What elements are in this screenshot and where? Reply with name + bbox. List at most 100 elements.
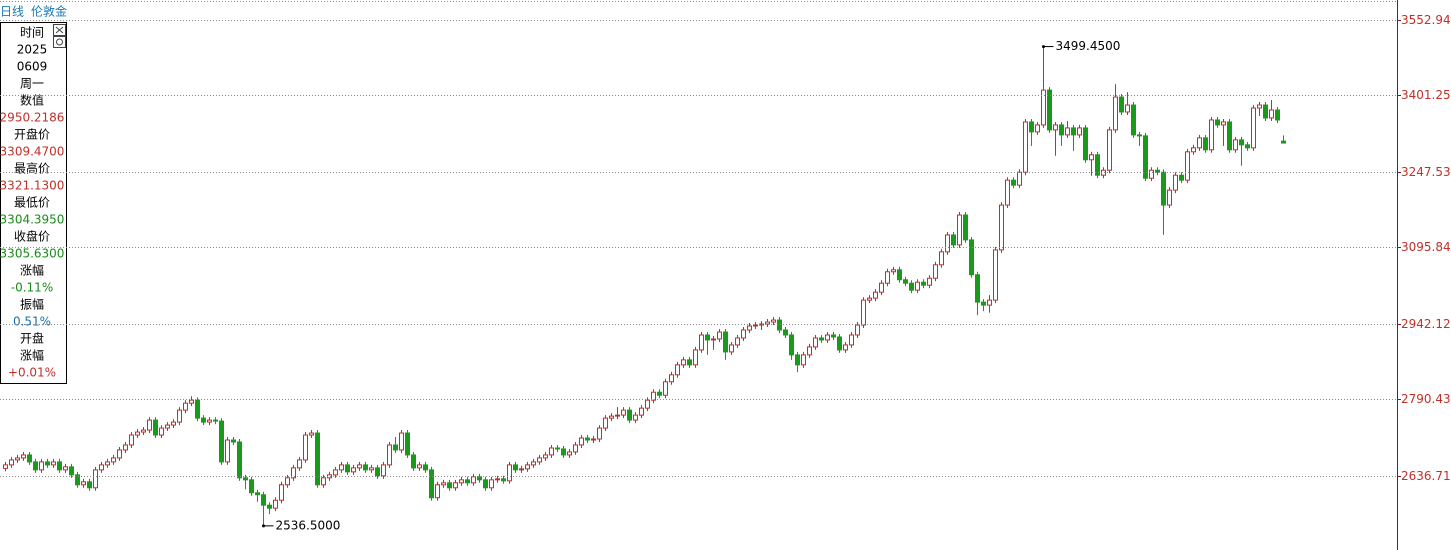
info-panel-text: 2025 [17,43,48,57]
candle-body [1083,127,1088,161]
candle-body [573,444,578,453]
candle-body [1071,127,1076,136]
candle-body [1197,137,1202,149]
info-panel-text: 3305.6300 [0,247,64,261]
candle-body [303,434,308,461]
candle-body [1209,119,1214,151]
y-tick-label: 2942.128 [1401,317,1451,331]
candle-body [141,429,146,433]
candle-body [147,419,152,431]
candle-body [45,461,50,466]
candle-body [1257,104,1262,109]
candle-body [615,414,620,417]
candle-body [237,441,242,479]
candle-body [1221,121,1226,126]
candle-body [255,492,260,496]
candle-body [1185,151,1190,181]
candle-body [591,438,596,441]
candle-body [105,461,110,466]
info-panel-text: 周一 [20,77,44,91]
candle-body [669,374,674,383]
candle-body [687,359,692,366]
candle-body [63,466,68,471]
y-tick-label: 2636.718 [1401,469,1451,483]
candle-body [1233,139,1238,151]
candle-body [93,469,98,489]
candle-body [1059,124,1064,136]
candle-body [975,274,980,303]
candle-body [225,439,230,463]
candle-body [27,454,32,463]
candle-body [861,299,866,326]
candle-body [993,249,998,301]
candle-body [129,434,134,446]
candle-body [603,417,608,429]
candle-body [807,346,812,356]
candle-body [915,281,920,291]
candle-body [369,467,374,471]
settings-button[interactable] [53,36,66,48]
candle-body [1065,127,1070,136]
candle-body [549,447,554,456]
candle-body [621,409,626,416]
candle-body [267,504,272,509]
candle-body [243,477,248,481]
candle-body [9,459,14,466]
candle-body [339,464,344,471]
candle-body [555,447,560,450]
candle-body [525,464,530,470]
candle-body [645,399,650,409]
candle-body [825,334,830,341]
candle-body [855,324,860,336]
candle-body [1167,189,1172,206]
info-panel-text: 3304.3950 [0,213,64,227]
candle-body [57,461,62,471]
candle-body [1113,96,1118,131]
max-label: 3499.4500 [1056,39,1121,53]
info-panel-text: 2950.2186 [0,111,64,125]
candle-body [315,432,320,486]
candle-body [651,391,656,401]
candle-body [495,478,500,481]
candle-body [717,331,722,340]
candle-body [1089,154,1094,161]
candle-body [945,234,950,253]
candle-body [1227,121,1232,151]
info-panel-text: 振幅 [20,297,44,312]
candle-body [501,478,506,482]
candle-body [441,482,446,486]
candle-body [699,334,704,351]
candle-body [801,354,806,366]
candle-body [1251,107,1256,149]
candle-body [165,424,170,429]
candle-body [351,467,356,473]
candle-body [639,407,644,416]
candle-body [909,282,914,291]
info-panel-text: 0609 [17,60,48,74]
candle-body [1005,179,1010,206]
candle-body [189,399,194,404]
candle-body [1053,124,1058,131]
candle-body [675,364,680,376]
candle-body [843,344,848,351]
candle-body [1275,109,1280,121]
y-tick-label: 3247.537 [1401,165,1451,179]
candle-body [219,420,224,463]
candle-body [849,334,854,346]
candle-body [1047,89,1052,131]
candle-body [483,479,488,489]
candle-body [1011,179,1016,186]
info-panel-text: 收盘价 [14,229,50,244]
info-panel-text: +0.01% [8,366,56,380]
candle-body [363,464,368,471]
candle-body [747,325,752,331]
candle-body [579,437,584,446]
candle-body [405,432,410,456]
candle-body [1131,104,1136,136]
y-tick-label: 3095.844 [1401,240,1451,254]
candle-body [951,234,956,246]
candle-body [567,451,572,456]
candle-body [897,269,902,281]
candle-body [135,431,140,436]
